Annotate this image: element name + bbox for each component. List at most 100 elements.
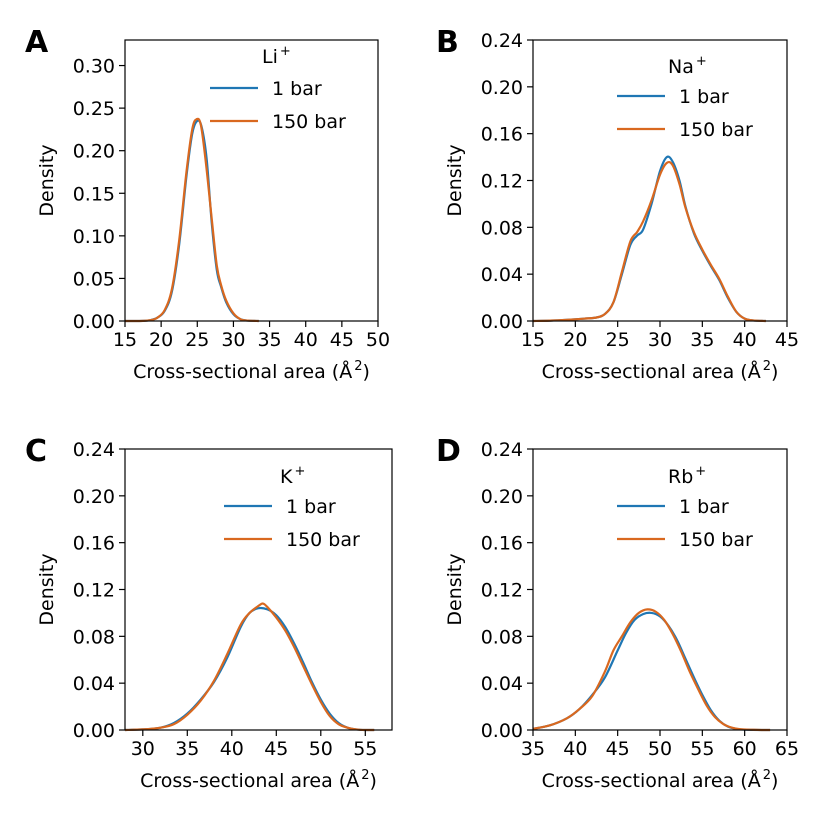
y-tick-label: 0.05 bbox=[73, 268, 115, 290]
y-tick-label: 0.15 bbox=[73, 183, 115, 205]
legend-title: K + bbox=[280, 464, 305, 488]
y-tick-label: 0.24 bbox=[481, 30, 523, 52]
legend: Na + 1 bar 150 bar bbox=[617, 54, 753, 141]
x-tick-label: 45 bbox=[606, 738, 630, 760]
legend-title: Rb + bbox=[668, 464, 706, 488]
y-tick-label: 0.20 bbox=[73, 486, 115, 508]
x-tick-label: 15 bbox=[521, 329, 545, 351]
y-tick-label: 0.12 bbox=[481, 580, 523, 602]
legend: K + 1 bar 150 bar bbox=[224, 464, 360, 551]
y-tick-label: 0.24 bbox=[481, 439, 523, 461]
panel-c: C 30 35 40 45 50 55 0.00 0.04 0.08 0.12 0.16 0.20 0.2… bbox=[25, 434, 393, 792]
x-tick-label: 20 bbox=[563, 329, 587, 351]
x-tick-label: 40 bbox=[733, 329, 757, 351]
y-tick-label: 0.04 bbox=[481, 264, 523, 286]
x-tick-label: 35 bbox=[257, 329, 281, 351]
y-tick-label: 0.00 bbox=[481, 311, 523, 333]
legend-label: 150 bar bbox=[679, 119, 753, 141]
series-line-150-bar bbox=[532, 160, 766, 323]
x-tick-label: 35 bbox=[521, 738, 545, 760]
series-line-150-bar bbox=[124, 602, 375, 732]
x-tick-label: 25 bbox=[185, 329, 209, 351]
x-axis-title: Cross-sectional area (Å 2) bbox=[133, 359, 370, 383]
legend-title: Na + bbox=[668, 54, 707, 78]
x-tick-label: 40 bbox=[294, 329, 318, 351]
y-tick-label: 0.00 bbox=[73, 720, 115, 742]
legend-label: 1 bar bbox=[286, 496, 336, 518]
y-tick-label: 0.20 bbox=[481, 486, 523, 508]
x-tick-label: 50 bbox=[648, 738, 672, 760]
y-tick-label: 0.16 bbox=[73, 533, 115, 555]
x-tick-label: 65 bbox=[775, 738, 799, 760]
series-line-1-bar bbox=[124, 606, 375, 732]
series-line-150-bar bbox=[125, 117, 259, 323]
x-tick-label: 30 bbox=[221, 329, 245, 351]
y-axis-title: Density bbox=[444, 144, 466, 216]
legend: Rb + 1 bar 150 bar bbox=[617, 464, 753, 551]
y-tick-label: 0.04 bbox=[73, 673, 115, 695]
axes-frame bbox=[124, 39, 379, 322]
x-tick-label: 55 bbox=[690, 738, 714, 760]
series-line-150-bar bbox=[532, 608, 771, 732]
legend-label: 1 bar bbox=[679, 86, 729, 108]
panel-letter: C bbox=[25, 434, 47, 469]
x-tick-label: 30 bbox=[648, 329, 672, 351]
legend-label: 1 bar bbox=[272, 78, 322, 100]
y-tick-label: 0.08 bbox=[73, 626, 115, 648]
x-tick-label: 40 bbox=[220, 738, 244, 760]
legend: Li + 1 bar 150 bar bbox=[210, 44, 346, 133]
x-tick-label: 30 bbox=[131, 738, 155, 760]
y-tick-label: 0.30 bbox=[73, 56, 115, 78]
x-tick-label: 45 bbox=[264, 738, 288, 760]
y-tick-label: 0.25 bbox=[73, 98, 115, 120]
series-line-1-bar bbox=[532, 611, 771, 732]
y-tick-label: 0.00 bbox=[481, 720, 523, 742]
legend-label: 1 bar bbox=[679, 496, 729, 518]
x-tick-label: 55 bbox=[353, 738, 377, 760]
axes-frame bbox=[124, 448, 393, 731]
x-tick-label: 50 bbox=[366, 329, 390, 351]
x-tick-label: 50 bbox=[309, 738, 333, 760]
x-axis-title: Cross-sectional area (Å 2) bbox=[542, 768, 779, 792]
axes-frame bbox=[532, 448, 788, 731]
y-tick-label: 0.20 bbox=[73, 141, 115, 163]
panel-d: D 35 40 45 50 55 60 65 0.00 0.04 0.08 0.12 0.16 0.20 0… bbox=[436, 434, 799, 792]
y-tick-label: 0.08 bbox=[481, 217, 523, 239]
y-tick-label: 0.08 bbox=[481, 626, 523, 648]
x-tick-label: 35 bbox=[690, 329, 714, 351]
x-tick-label: 45 bbox=[330, 329, 354, 351]
x-tick-label: 25 bbox=[606, 329, 630, 351]
y-axis-title: Density bbox=[444, 553, 466, 625]
x-axis-title: Cross-sectional area (Å 2) bbox=[542, 359, 779, 383]
y-tick-label: 0.12 bbox=[73, 580, 115, 602]
panel-letter: B bbox=[436, 25, 459, 60]
x-tick-label: 15 bbox=[113, 329, 137, 351]
legend-label: 150 bar bbox=[679, 529, 753, 551]
axes-frame bbox=[532, 39, 788, 322]
x-tick-label: 60 bbox=[733, 738, 757, 760]
y-axis-title: Density bbox=[36, 144, 58, 216]
y-tick-label: 0.20 bbox=[481, 77, 523, 99]
panel-letter: D bbox=[436, 434, 461, 469]
legend-title: Li + bbox=[262, 44, 291, 68]
panel-letter: A bbox=[25, 25, 49, 60]
x-tick-label: 40 bbox=[563, 738, 587, 760]
y-tick-label: 0.10 bbox=[73, 226, 115, 248]
x-tick-label: 45 bbox=[775, 329, 799, 351]
y-tick-label: 0.04 bbox=[481, 673, 523, 695]
legend-label: 150 bar bbox=[286, 529, 360, 551]
series-line-1-bar bbox=[532, 155, 766, 323]
x-tick-label: 35 bbox=[175, 738, 199, 760]
panel-b: B 15 20 25 30 35 40 45 0.00 0.04 0.08 0.12 0.16 0.20 0… bbox=[436, 25, 799, 383]
series-line-1-bar bbox=[125, 119, 259, 323]
x-tick-label: 20 bbox=[149, 329, 173, 351]
y-tick-label: 0.12 bbox=[481, 171, 523, 193]
y-tick-label: 0.00 bbox=[73, 311, 115, 333]
panel-a: A 15 20 25 30 35 40 45 50 0.00 0.05 0.10 0.15 0.20 0.2… bbox=[25, 25, 390, 383]
y-axis-title: Density bbox=[36, 553, 58, 625]
y-tick-label: 0.16 bbox=[481, 533, 523, 555]
legend-label: 150 bar bbox=[272, 111, 346, 133]
y-tick-label: 0.16 bbox=[481, 124, 523, 146]
